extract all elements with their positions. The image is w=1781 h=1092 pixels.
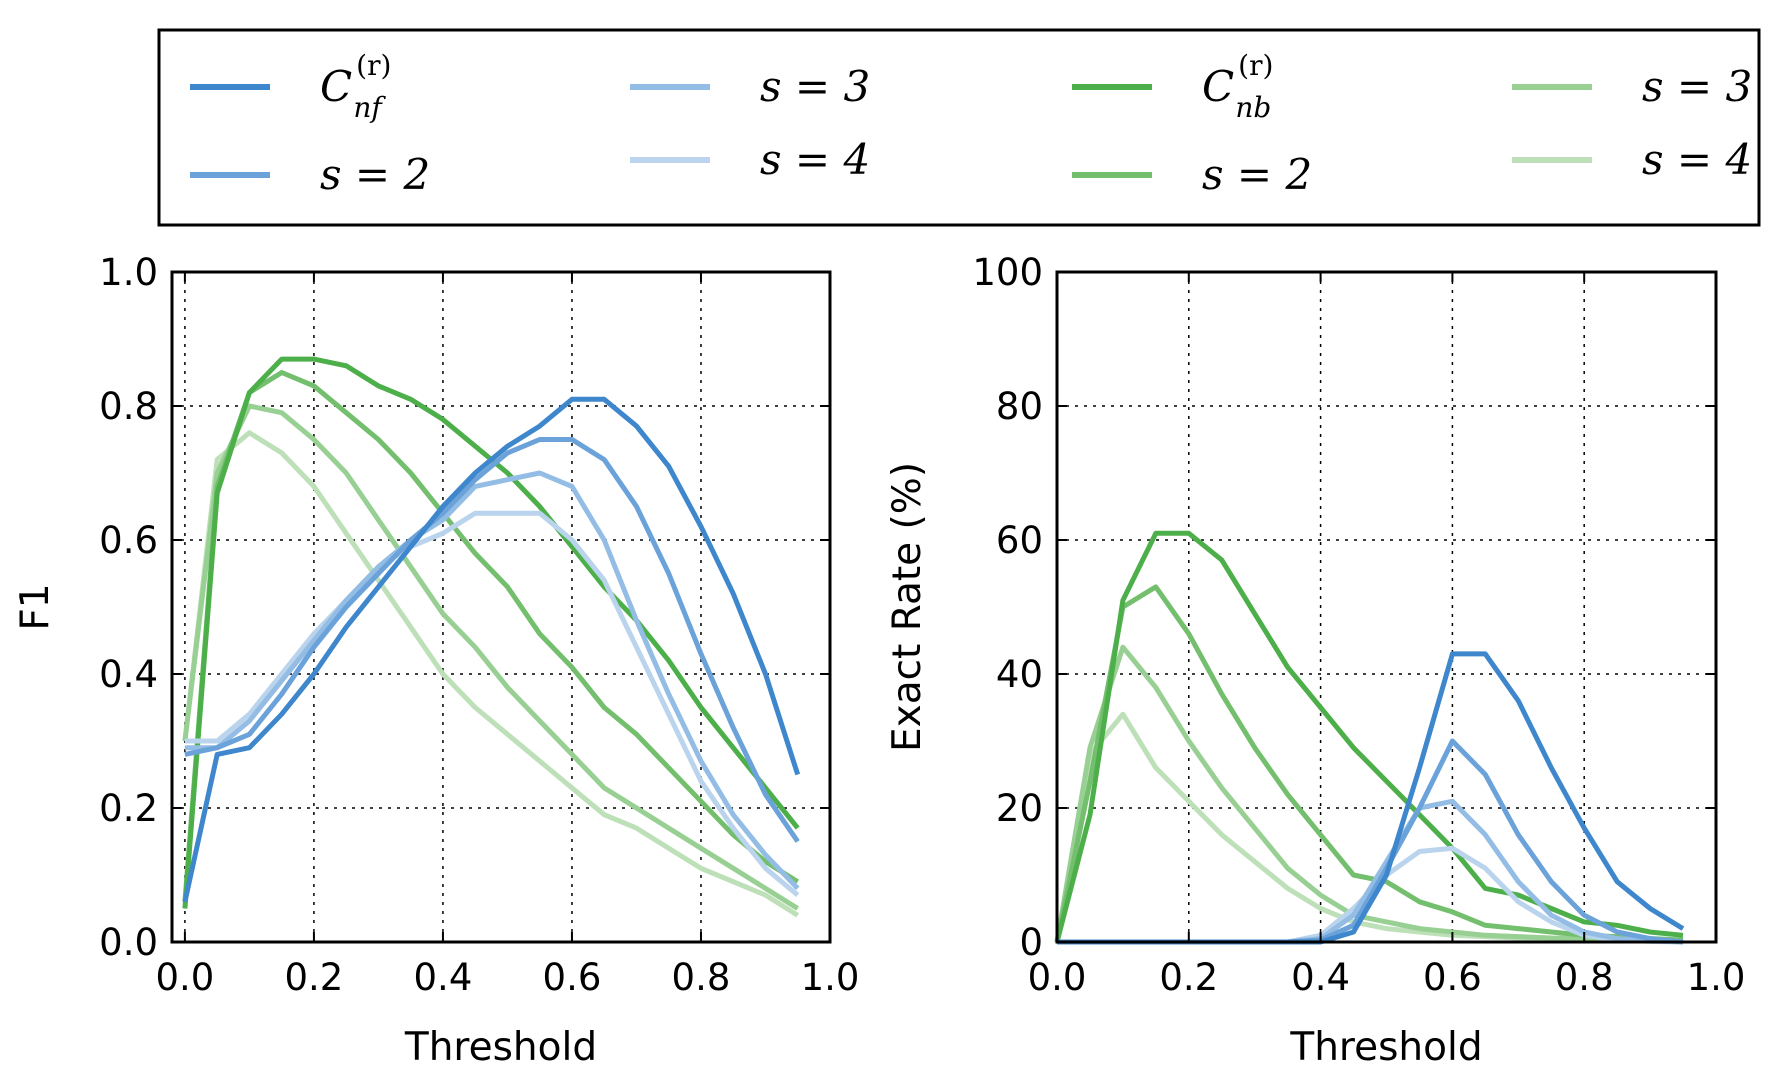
legend: C (r) nf s = 2 s = 3 s = 4 C (r) nb s = 2 s = 3 s =… — [157, 28, 1761, 227]
legend-label-s4g: s = 4 — [1642, 135, 1752, 184]
legend-label-s3g: s = 3 — [1642, 62, 1752, 111]
x-tick-label: 0.4 — [1291, 956, 1350, 999]
y-tick-label: 0 — [1019, 921, 1043, 964]
y-tick-label: 1.0 — [99, 251, 158, 294]
exact-rate-chart-panel: 0.0 0.2 0.4 0.6 0.8 1.0 0 20 40 60 80 100 Threshold E… — [885, 251, 1745, 1070]
legend-label-Cnb: C (r) nb — [1202, 49, 1273, 124]
series-line-s2b — [184, 437, 800, 843]
x-tick-label: 0.4 — [414, 956, 473, 999]
x-tick-label: 1.0 — [1687, 956, 1746, 999]
plot-frame — [1055, 270, 1718, 944]
series-line-s4g — [182, 430, 800, 918]
series-line-s2g — [182, 370, 800, 902]
legend-label-s4b: s = 4 — [760, 135, 870, 184]
y-tick-label: 0.6 — [99, 519, 158, 562]
series-line-Cnf — [182, 396, 801, 903]
x-tick-label: 0.8 — [672, 956, 731, 999]
legend-label-Cnf: C (r) nf — [320, 49, 391, 124]
y-axis-label: F1 — [13, 583, 58, 630]
series-line-Cnb — [1054, 530, 1684, 943]
series-line-s4b — [184, 510, 800, 898]
y-tick-label: 100 — [972, 251, 1043, 294]
y-tick-label: 0.0 — [99, 921, 158, 964]
x-tick-label: 0.6 — [1423, 956, 1482, 999]
series-line-Cnf — [1057, 651, 1685, 945]
y-tick-label: 20 — [996, 787, 1043, 830]
x-tick-label: 0.0 — [155, 956, 214, 999]
legend-label-s3b: s = 3 — [760, 62, 870, 111]
x-axis-label: Threshold — [404, 1025, 597, 1070]
x-axis-label: Threshold — [1289, 1025, 1482, 1070]
series-line-Cnb — [182, 356, 800, 909]
y-tick-label: 0.8 — [99, 385, 158, 428]
y-tick-label: 60 — [996, 519, 1043, 562]
f1-chart-panel: 0.0 0.2 0.4 0.6 0.8 1.0 0.0 0.2 0.4 0.6 0.8 1.0 Thre… — [13, 251, 859, 1070]
legend-label-s2g: s = 2 — [1202, 150, 1312, 199]
y-tick-label: 0.2 — [99, 787, 158, 830]
x-tick-label: 0.0 — [1028, 956, 1087, 999]
series-line-s3g — [182, 403, 800, 911]
y-axis-label: Exact Rate (%) — [885, 462, 930, 752]
series-line-s3g — [1054, 644, 1684, 944]
plot-frame — [170, 270, 832, 944]
x-tick-label: 0.2 — [1159, 956, 1218, 999]
y-tick-label: 40 — [996, 653, 1043, 696]
x-tick-label: 0.2 — [284, 956, 343, 999]
legend-label-s2b: s = 2 — [320, 150, 430, 199]
series-line-s3b — [184, 470, 800, 891]
y-tick-label: 0.4 — [99, 653, 158, 696]
series-line-s2b — [1057, 738, 1684, 945]
x-tick-label: 0.6 — [543, 956, 602, 999]
x-tick-label: 1.0 — [801, 956, 860, 999]
x-tick-label: 0.8 — [1555, 956, 1614, 999]
y-tick-label: 80 — [996, 385, 1043, 428]
